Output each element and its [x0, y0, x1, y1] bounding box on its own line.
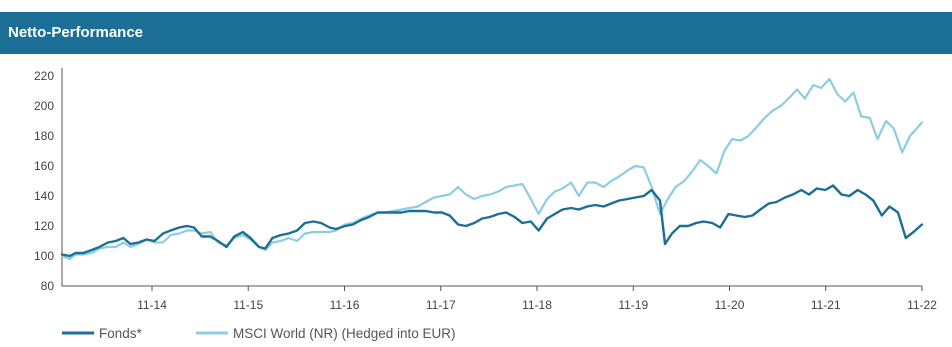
chart-title: Netto-Performance — [8, 24, 144, 41]
y-tick-label: 100 — [34, 249, 54, 263]
y-tick-label: 80 — [41, 279, 55, 293]
y-tick-label: 140 — [34, 189, 54, 203]
y-tick-label: 160 — [34, 159, 54, 173]
fonds-series-line — [60, 184, 924, 258]
series-layer — [60, 77, 924, 261]
x-tick-label: 11-15 — [233, 298, 263, 312]
x-tick-label: 11-17 — [426, 298, 456, 312]
x-tick-label: 11-20 — [715, 298, 745, 312]
legend-label: MSCI World (NR) (Hedged into EUR) — [233, 326, 456, 341]
y-tick-label: 120 — [34, 219, 54, 233]
msci-series-line — [60, 77, 924, 261]
legend: Fonds* MSCI World (NR) (Hedged into EUR) — [62, 326, 456, 341]
x-tick-label: 11-22 — [907, 298, 937, 312]
y-tick-label: 220 — [34, 69, 54, 83]
y-axis: 80 100 120 140 160 180 200 220 — [34, 68, 63, 293]
x-tick-label: 11-21 — [811, 298, 841, 312]
chart-header: Netto-Performance — [0, 12, 952, 54]
x-axis: 11-14 11-15 11-16 11-17 11-18 11-19 11-20 11-21… — [62, 285, 937, 312]
x-tick-label: 11-14 — [137, 298, 167, 312]
legend-item-msci: MSCI World (NR) (Hedged into EUR) — [196, 326, 456, 341]
legend-item-fonds: Fonds* — [62, 326, 143, 341]
y-tick-label: 200 — [34, 99, 54, 113]
x-tick-label: 11-16 — [330, 298, 360, 312]
y-tick-label: 180 — [34, 129, 54, 143]
x-tick-label: 11-19 — [618, 298, 648, 312]
legend-label: Fonds* — [99, 326, 143, 341]
x-tick-label: 11-18 — [522, 298, 552, 312]
